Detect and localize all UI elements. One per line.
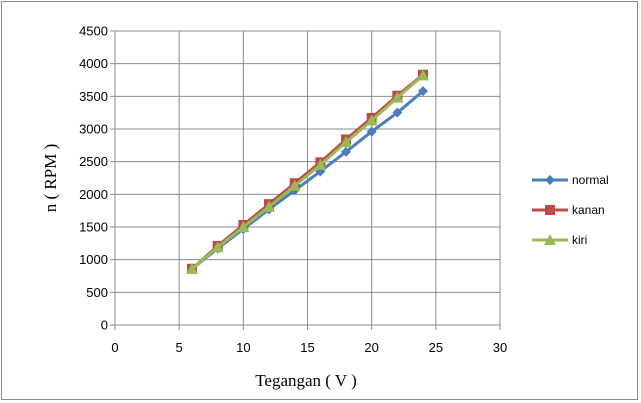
y-tick-label: 3000 [79, 122, 108, 137]
data-point-triangle [340, 136, 352, 148]
data-point-triangle [314, 158, 327, 170]
data-point-triangle [544, 234, 556, 245]
data-point-diamond [366, 126, 377, 137]
x-tick-label: 10 [236, 340, 250, 355]
legend-entry-normal: normal [532, 173, 609, 187]
data-point-triangle [211, 241, 224, 253]
data-point-triangle [288, 179, 301, 191]
data-point-square [545, 205, 555, 215]
y-axis-title: n ( RPM ) [41, 144, 60, 212]
data-point-diamond [545, 175, 555, 185]
x-axis-title: Tegangan ( V ) [255, 371, 357, 390]
data-point-diamond [341, 146, 351, 157]
y-tick-labels: 0 500 1000 1500 2000 2500 3000 3500 4000 4500 [79, 24, 108, 333]
x-tick-label: 30 [493, 340, 507, 355]
y-tick-label: 500 [86, 285, 108, 300]
y-tick-label: 2000 [79, 187, 108, 202]
data-point-triangle [237, 221, 250, 232]
data-point-triangle [365, 114, 378, 126]
data-point-triangle [417, 69, 429, 81]
x-tick-label: 25 [429, 340, 443, 355]
x-tick-label: 0 [111, 340, 118, 355]
legend-label: kiri [572, 233, 587, 247]
data-point-diamond [418, 86, 428, 97]
data-point-triangle [263, 200, 275, 212]
y-tick-label: 4500 [79, 24, 108, 39]
y-tick-label: 4000 [79, 56, 108, 71]
y-tick-label: 3500 [79, 89, 108, 104]
legend-entry-kiri: kiri [532, 233, 587, 247]
legend-entry-kanan: kanan [532, 203, 605, 217]
axes [110, 30, 501, 330]
x-tick-labels: 0 5 10 15 20 25 30 [111, 340, 507, 355]
data-point-triangle [186, 262, 198, 274]
series-lines [186, 69, 429, 274]
y-tick-label: 2500 [79, 154, 108, 169]
series-line-kiri [191, 74, 424, 270]
legend-label: kanan [572, 203, 605, 217]
legend: normal kanan kiri [532, 173, 609, 247]
y-tick-label: 1000 [79, 252, 108, 267]
data-point-diamond [392, 107, 403, 118]
y-tick-label: 1500 [79, 220, 108, 235]
y-tick-label: 0 [101, 318, 108, 333]
x-tick-label: 5 [176, 340, 183, 355]
x-tick-label: 15 [300, 340, 314, 355]
data-point-triangle [391, 91, 404, 103]
series-kiri [186, 69, 429, 274]
grid [114, 30, 501, 326]
x-tick-label: 20 [364, 340, 378, 355]
legend-label: normal [572, 173, 609, 187]
